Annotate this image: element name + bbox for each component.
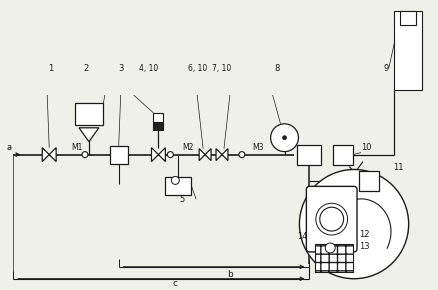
Text: 9: 9 [383, 64, 389, 73]
Circle shape [171, 176, 179, 184]
Polygon shape [152, 148, 159, 162]
Bar [400, 11, 416, 25]
Bar [333, 145, 353, 164]
FancyBboxPatch shape [307, 186, 357, 252]
Bar [153, 113, 163, 122]
Circle shape [300, 169, 409, 279]
Circle shape [82, 152, 88, 157]
Text: 3: 3 [118, 64, 124, 73]
Text: 6, 10: 6, 10 [187, 64, 207, 73]
Text: 2: 2 [83, 64, 88, 73]
Polygon shape [79, 128, 99, 142]
Text: M3: M3 [252, 143, 263, 152]
Text: M2: M2 [182, 143, 194, 152]
Text: 14: 14 [297, 231, 307, 240]
Text: a: a [7, 143, 12, 152]
Bar [110, 146, 127, 164]
Text: 5: 5 [180, 195, 185, 204]
Polygon shape [205, 149, 211, 161]
Text: 8: 8 [274, 64, 279, 73]
Bar [359, 171, 379, 191]
Text: 4, 10: 4, 10 [139, 64, 158, 73]
Bar [75, 103, 103, 125]
Bar [315, 244, 353, 272]
Bar [297, 145, 321, 164]
Circle shape [239, 152, 245, 157]
Text: 11: 11 [393, 163, 403, 172]
Text: 7, 10: 7, 10 [212, 64, 232, 73]
Polygon shape [222, 149, 228, 161]
Circle shape [271, 124, 298, 152]
Text: 10: 10 [361, 143, 371, 152]
Bar [166, 177, 191, 195]
Circle shape [167, 152, 173, 157]
Polygon shape [216, 149, 222, 161]
Bar [394, 11, 421, 90]
Polygon shape [42, 148, 49, 162]
Polygon shape [49, 148, 56, 162]
Text: b: b [227, 270, 233, 279]
Polygon shape [199, 149, 205, 161]
Polygon shape [159, 148, 166, 162]
Circle shape [320, 207, 344, 231]
Circle shape [325, 243, 335, 253]
Text: 1: 1 [49, 64, 54, 73]
Text: c: c [173, 279, 178, 288]
Text: 13: 13 [359, 242, 370, 251]
Text: M1: M1 [71, 143, 82, 152]
Circle shape [283, 136, 286, 140]
Text: 12: 12 [359, 230, 370, 239]
Bar [153, 122, 163, 130]
